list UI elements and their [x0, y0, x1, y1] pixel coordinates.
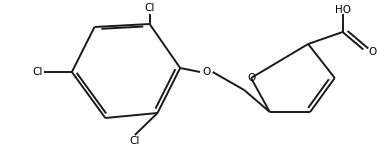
Text: Cl: Cl — [130, 136, 140, 146]
Text: Cl: Cl — [32, 67, 43, 77]
Text: O: O — [247, 73, 255, 83]
Text: Cl: Cl — [144, 3, 155, 13]
Text: O: O — [368, 47, 376, 57]
Text: O: O — [202, 67, 211, 77]
Text: HO: HO — [335, 5, 351, 15]
